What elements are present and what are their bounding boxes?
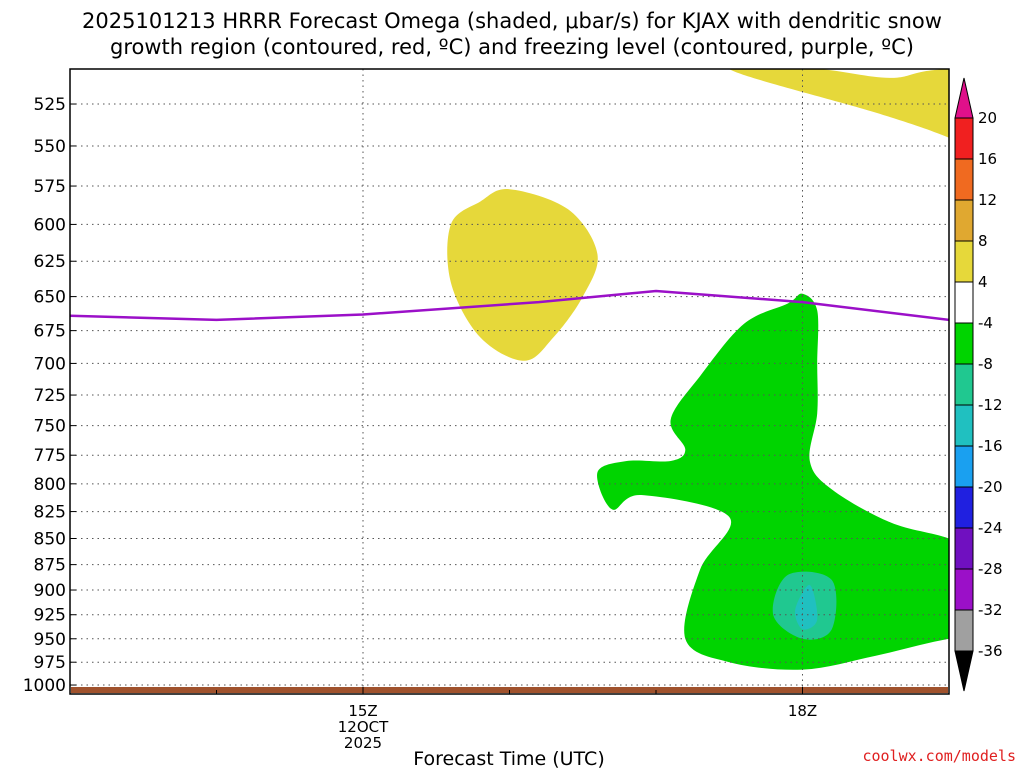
x-tick-label: 12OCT [338, 718, 389, 736]
y-tick-label: 900 [34, 581, 66, 601]
colorbar-label: -36 [978, 642, 1003, 660]
credit-text: coolwx.com/models [862, 747, 1016, 765]
colorbar-segment [954, 117, 974, 160]
y-tick-label: 675 [34, 322, 66, 342]
colorbar-segment [954, 199, 974, 242]
colorbar: 20 16 12 8 4 -4 -8 -12 -16 -20 -24 -28 -32 -36 [954, 77, 1003, 692]
x-tick-label: 18Z [788, 702, 817, 720]
y-tick-label: 725 [34, 386, 66, 406]
colorbar-label: -28 [978, 560, 1003, 578]
chart-title-line-2: growth region (contoured, red, ºC) and f… [110, 35, 914, 59]
x-axis-label: Forecast Time (UTC) [413, 748, 604, 768]
y-tick-label: 650 [34, 288, 66, 308]
y-tick-label: 925 [34, 606, 66, 626]
colorbar-label: -4 [978, 314, 993, 332]
grid-lines [70, 69, 949, 694]
y-tick-label: 575 [34, 177, 66, 197]
colorbar-segment [954, 240, 974, 283]
y-tick-label: 525 [34, 95, 66, 115]
colorbar-segment [954, 363, 974, 406]
y-axis: 525 550 575 600 625 650 675 700 725 750 775 800 825 8… [23, 95, 76, 696]
omega-region-yellow-left [447, 189, 598, 361]
plot-area: 0 52555057560062565067570072575077580082… [23, 68, 950, 752]
colorbar-segment [954, 486, 974, 529]
y-tick-label: 750 [34, 417, 66, 437]
colorbar-segment [954, 404, 974, 447]
colorbar-label: -24 [978, 519, 1003, 537]
colorbar-label: -16 [978, 437, 1003, 455]
y-tick-label: 950 [34, 630, 66, 650]
y-tick-label: 825 [34, 503, 66, 523]
colorbar-segment [954, 281, 974, 324]
colorbar-label: -20 [978, 478, 1003, 496]
y-tick-label: 850 [34, 529, 66, 549]
colorbar-label: -12 [978, 396, 1003, 414]
colorbar-label: -8 [978, 355, 993, 373]
x-tick-label: 15Z [348, 702, 377, 720]
omega-region-cyan-1 [795, 584, 818, 630]
omega-shading [447, 69, 949, 670]
freezing-level-line [70, 289, 949, 322]
colorbar-segment [954, 527, 974, 570]
y-tick-label: 550 [34, 137, 66, 157]
colorbar-segment [954, 568, 974, 611]
y-tick-label: 700 [34, 354, 66, 374]
colorbar-label: 20 [978, 109, 997, 127]
y-tick-label: 975 [34, 653, 66, 673]
x-tick-label: 2025 [344, 734, 382, 752]
colorbar-bottom-extend [954, 650, 974, 692]
colorbar-label: 12 [978, 191, 997, 209]
colorbar-label: 16 [978, 150, 997, 168]
omega-region-green-main [597, 293, 949, 670]
y-tick-label: 875 [34, 556, 66, 576]
colorbar-label: 8 [978, 232, 988, 250]
colorbar-label: -32 [978, 601, 1003, 619]
y-tick-label: 600 [34, 215, 66, 235]
y-tick-label: 1000 [23, 676, 66, 696]
y-tick-label: 775 [34, 446, 66, 466]
chart-title-line-1: 2025101213 HRRR Forecast Omega (shaded, … [82, 9, 942, 33]
omega-region-yellow-top [729, 69, 949, 138]
y-tick-label: 625 [34, 252, 66, 272]
colorbar-segment [954, 158, 974, 201]
colorbar-segment [954, 609, 974, 652]
y-tick-label: 800 [34, 475, 66, 495]
colorbar-label: 4 [978, 273, 988, 291]
colorbar-segment [954, 445, 974, 488]
x-axis: 15Z12OCT202518Z21Z00Z13OCT03Z06Z [69, 687, 950, 752]
colorbar-segment [954, 322, 974, 365]
